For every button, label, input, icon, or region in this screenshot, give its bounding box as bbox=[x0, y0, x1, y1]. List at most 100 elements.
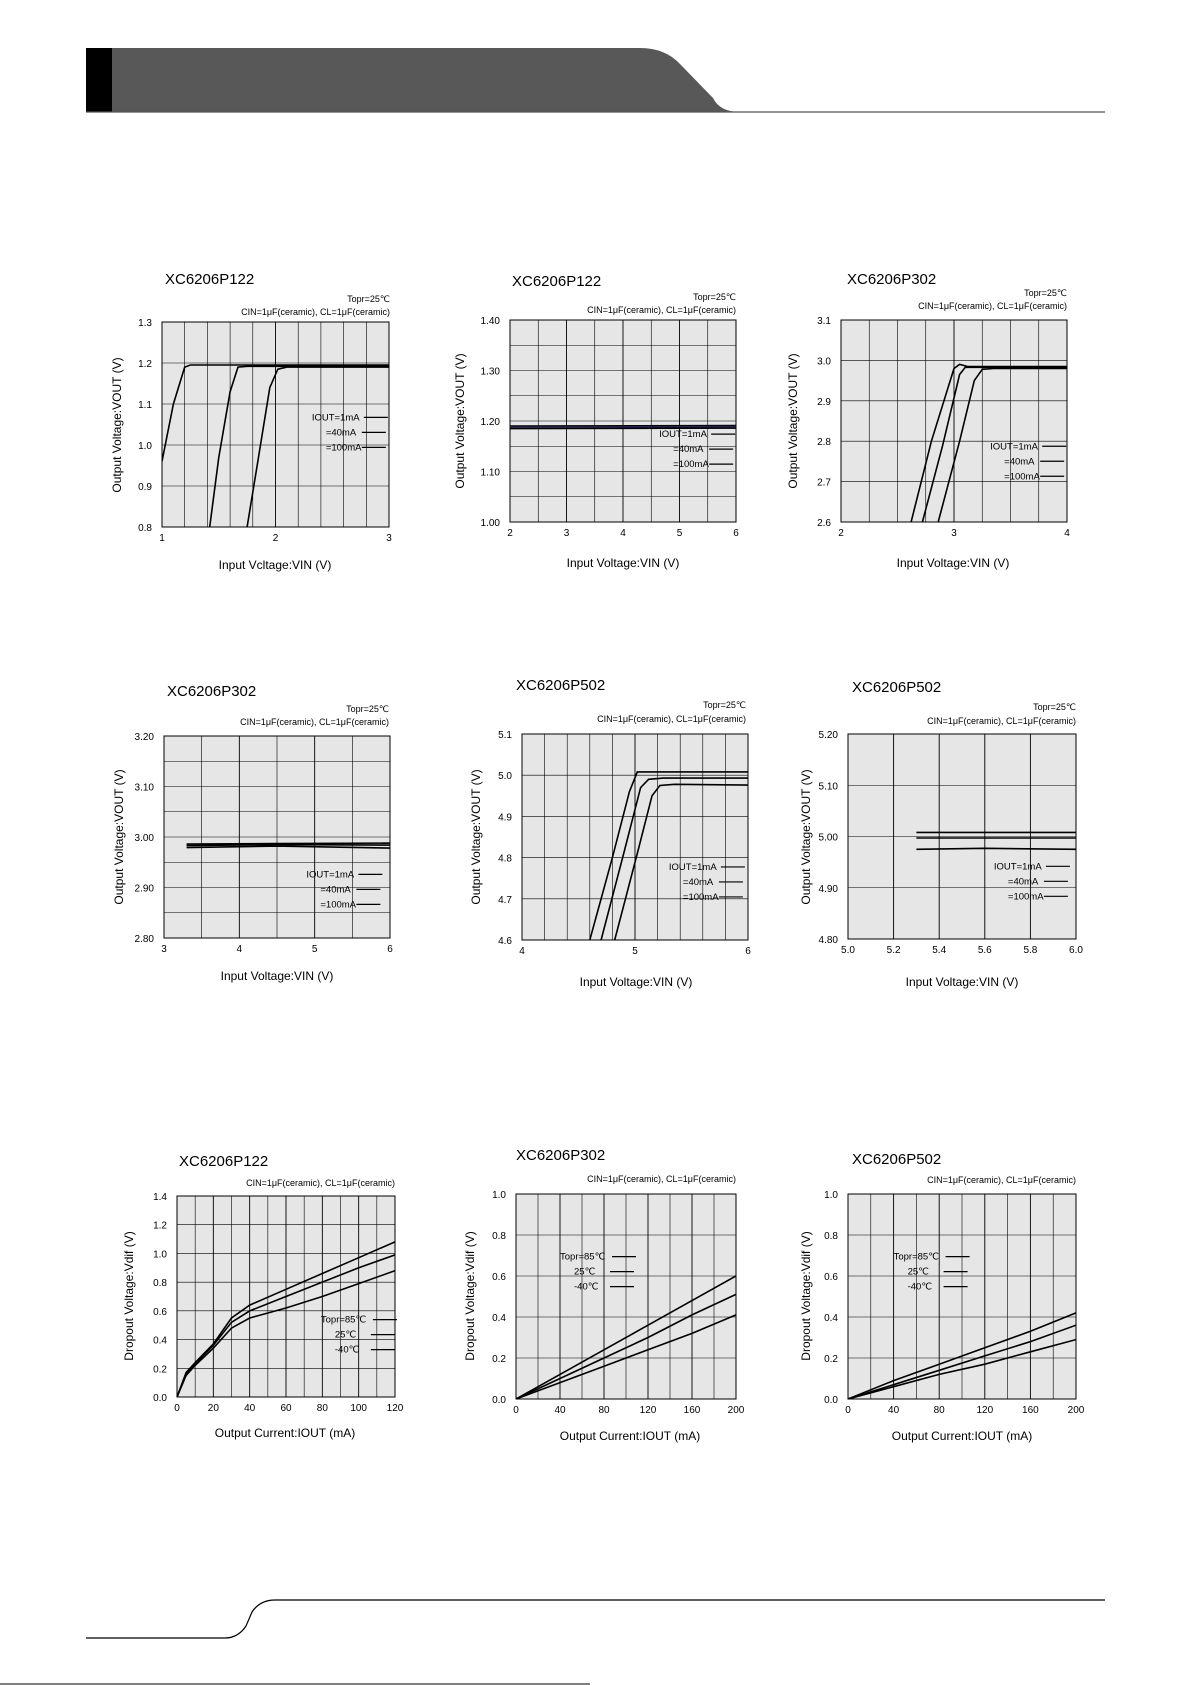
x-tick-label: 200 bbox=[728, 1405, 745, 1416]
x-tick-label: 3 bbox=[386, 533, 392, 544]
y-tick-label: 5.0 bbox=[498, 771, 512, 782]
y-tick-label: 3.0 bbox=[817, 356, 831, 367]
header-black-block bbox=[86, 48, 112, 112]
y-tick-label: 0.2 bbox=[492, 1354, 506, 1365]
legend-label: IOUT=1mA bbox=[669, 862, 717, 873]
data-curves bbox=[162, 364, 389, 527]
y-tick-label: 3.10 bbox=[135, 783, 155, 794]
y-tick-label: 0.6 bbox=[492, 1272, 506, 1283]
series-line-3 bbox=[177, 1269, 395, 1397]
data-curves bbox=[186, 842, 390, 849]
legend-label: IOUT=1mA bbox=[990, 441, 1038, 452]
x-tick-label: 6 bbox=[387, 944, 393, 955]
y-tick-label: 1.30 bbox=[481, 367, 501, 378]
y-tick-labels: 4.6 4.7 4.8 4.9 5.0 5.1 bbox=[498, 730, 512, 947]
legend-label: =100mA bbox=[673, 459, 709, 470]
footer-rule bbox=[86, 1599, 1105, 1639]
x-tick-labels: 0 20 40 60 80 100 120 bbox=[174, 1403, 404, 1414]
data-curves bbox=[516, 1275, 736, 1399]
series-line-3 bbox=[848, 1338, 1076, 1399]
series-line-2 bbox=[177, 1254, 395, 1397]
legend-label: IOUT=1mA bbox=[306, 869, 354, 880]
y-tick-label: 3.20 bbox=[135, 732, 155, 743]
chart-topr: Topr=25℃ bbox=[1033, 702, 1076, 712]
legend-label: IOUT=1mA bbox=[994, 861, 1042, 872]
legend: IOUT=1mA =40mA =100mA bbox=[312, 412, 388, 453]
x-tick-labels: 0 40 80 120 160 200 bbox=[845, 1405, 1085, 1416]
x-tick-label: 4 bbox=[519, 946, 525, 957]
y-tick-label: 1.00 bbox=[481, 518, 501, 529]
legend-label: 25℃ bbox=[335, 1330, 357, 1341]
y-tick-label: 4.80 bbox=[819, 935, 839, 946]
series-line-3 bbox=[186, 845, 390, 849]
chart-c9: XC6206P502 CIN=1μF(ceramic), CL=1μF(cera… bbox=[799, 1151, 1085, 1443]
y-tick-label: 4.8 bbox=[498, 854, 512, 865]
chart-conditions: CIN=1μF(ceramic), CL=1μF(ceramic) bbox=[918, 301, 1067, 311]
legend-label: =40mA bbox=[320, 884, 351, 895]
y-tick-label: 0.2 bbox=[824, 1354, 838, 1365]
chart-conditions: CIN=1μF(ceramic), CL=1μF(ceramic) bbox=[240, 717, 389, 727]
y-tick-label: 2.7 bbox=[817, 478, 831, 489]
chart-title: XC6206P122 bbox=[512, 273, 601, 290]
data-curves bbox=[916, 831, 1076, 851]
y-tick-label: 0.8 bbox=[824, 1231, 838, 1242]
x-axis-label: Input Voltage:VIN (V) bbox=[897, 556, 1010, 570]
x-tick-label: 0 bbox=[845, 1405, 851, 1416]
y-tick-labels: 0.0 0.2 0.4 0.6 0.8 1.0 bbox=[824, 1190, 838, 1406]
x-tick-label: 5.2 bbox=[887, 945, 901, 956]
x-tick-label: 120 bbox=[640, 1405, 657, 1416]
y-tick-label: 0.0 bbox=[824, 1395, 838, 1406]
x-tick-label: 60 bbox=[280, 1403, 292, 1414]
x-tick-label: 200 bbox=[1068, 1405, 1085, 1416]
y-tick-labels: 2.80 2.90 3.00 3.10 3.20 bbox=[135, 732, 155, 945]
y-tick-label: 5.1 bbox=[498, 730, 512, 741]
x-tick-label: 20 bbox=[208, 1403, 220, 1414]
x-tick-label: 5.6 bbox=[978, 945, 992, 956]
x-tick-label: 0 bbox=[174, 1403, 180, 1414]
legend: IOUT=1mA =40mA =100mA bbox=[306, 869, 383, 910]
chart-title: XC6206P122 bbox=[165, 271, 254, 288]
x-tick-label: 40 bbox=[554, 1405, 566, 1416]
chart-conditions: CIN=1μF(ceramic), CL=1μF(ceramic) bbox=[597, 714, 746, 724]
y-tick-label: 1.2 bbox=[138, 359, 152, 370]
y-axis-label: Output Voltage:VOUT (V) bbox=[112, 769, 126, 904]
y-axis-label: Dropout Voltage:Vdif (V) bbox=[122, 1231, 136, 1360]
y-tick-label: 5.00 bbox=[819, 833, 839, 844]
series-line-3 bbox=[510, 427, 736, 430]
chart-conditions: CIN=1μF(ceramic), CL=1μF(ceramic) bbox=[587, 305, 736, 315]
y-tick-labels: 0.0 0.2 0.4 0.6 0.8 1.0 bbox=[492, 1190, 506, 1406]
y-tick-label: 5.20 bbox=[819, 730, 839, 741]
series-line-3 bbox=[937, 367, 1067, 522]
chart-c2: XC6206P122 Topr=25℃ CIN=1μF(ceramic), CL… bbox=[453, 273, 739, 570]
data-curves bbox=[510, 424, 736, 430]
chart-c4: XC6206P302 Topr=25℃ CIN=1μF(ceramic), CL… bbox=[112, 683, 393, 983]
x-tick-label: 100 bbox=[350, 1403, 367, 1414]
legend-label: =40mA bbox=[326, 427, 357, 438]
chart-c5: XC6206P502 Topr=25℃ CIN=1μF(ceramic), CL… bbox=[469, 680, 751, 989]
chart-title: XC6206P502 bbox=[852, 680, 941, 696]
legend-label: =100mA bbox=[1004, 471, 1040, 482]
chart-title: XC6206P302 bbox=[167, 683, 256, 700]
grid-lines bbox=[522, 734, 748, 940]
chart-topr: Topr=25℃ bbox=[347, 294, 390, 304]
legend-label: =40mA bbox=[683, 877, 714, 888]
y-tick-label: 1.0 bbox=[492, 1190, 506, 1201]
x-tick-label: 6.0 bbox=[1069, 945, 1083, 956]
data-curves bbox=[177, 1241, 395, 1397]
x-tick-label: 6 bbox=[745, 946, 751, 957]
series-line-3 bbox=[516, 1314, 736, 1399]
y-tick-labels: 2.6 2.7 2.8 2.9 3.0 3.1 bbox=[817, 316, 831, 529]
y-tick-label: 2.8 bbox=[817, 437, 831, 448]
y-tick-label: 0.6 bbox=[824, 1272, 838, 1283]
x-tick-label: 80 bbox=[317, 1403, 329, 1414]
y-tick-label: 4.9 bbox=[498, 812, 512, 823]
page-footer-band bbox=[0, 1599, 1105, 1685]
x-tick-label: 0 bbox=[513, 1405, 519, 1416]
chart-c3: XC6206P302 Topr=25℃ CIN=1μF(ceramic), CL… bbox=[786, 271, 1070, 570]
x-tick-label: 2 bbox=[507, 528, 513, 539]
chart-title: XC6206P502 bbox=[516, 680, 605, 694]
y-tick-label: 2.6 bbox=[817, 518, 831, 529]
chart-panel-5: XC6206P502 Topr=25℃ CIN=1μF(ceramic), CL… bbox=[450, 680, 790, 1000]
x-tick-label: 5 bbox=[632, 946, 638, 957]
y-axis-label: Dropout Voltage:Vdif (V) bbox=[799, 1231, 813, 1360]
